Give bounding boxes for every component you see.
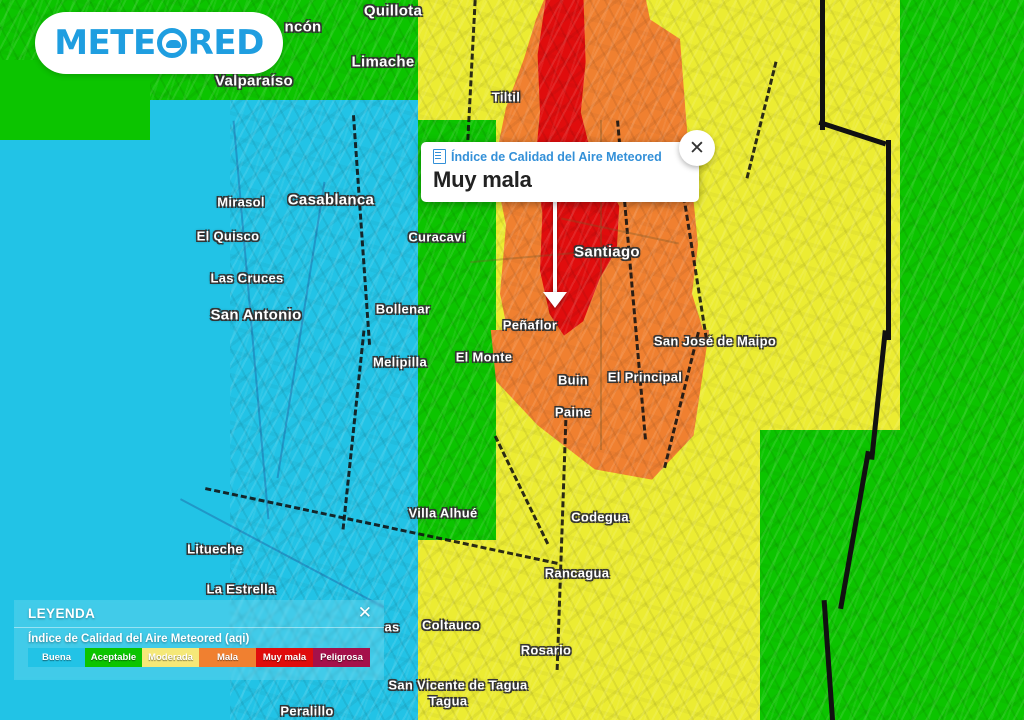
meteored-logo[interactable]: METE RED — [35, 12, 283, 74]
legend-item-buena[interactable]: Buena — [28, 648, 85, 667]
legend-panel: LEYENDA ✕ Índice de Calidad del Aire Met… — [14, 600, 384, 680]
aqi-popup-title: Índice de Calidad del Aire Meteored — [451, 149, 662, 164]
legend-close-button[interactable]: ✕ — [357, 603, 372, 623]
cloud-o-icon — [156, 28, 187, 58]
legend-scale: Buena Aceptable Moderada Mala Muy mala Peligr… — [28, 648, 370, 667]
aqi-popup-title-row: Índice de Calidad del Aire Meteored — [433, 149, 687, 164]
aqi-popup-value: Muy mala — [433, 167, 532, 192]
legend-item-moderada[interactable]: Moderada — [142, 648, 199, 667]
national-border-north — [820, 0, 825, 130]
logo-wordmark: METE RED — [54, 23, 264, 63]
aqi-zone-acceptable-southeast — [760, 430, 1024, 720]
popup-close-button[interactable]: ✕ — [679, 130, 715, 166]
location-arrow-marker — [553, 188, 557, 298]
legend-item-peligrosa[interactable]: Peligrosa — [313, 648, 370, 667]
legend-item-muy-mala[interactable]: Muy mala — [256, 648, 313, 667]
logo-text-suffix: RED — [187, 23, 265, 63]
road-norte-sur — [600, 120, 602, 450]
national-border-south — [886, 140, 891, 340]
legend-subtitle: Índice de Calidad del Aire Meteored (aqi… — [28, 633, 250, 645]
aqi-popup: Índice de Calidad del Aire Meteored Muy … — [421, 142, 699, 202]
index-document-icon — [433, 149, 446, 164]
legend-header: LEYENDA ✕ — [14, 600, 384, 628]
legend-item-mala[interactable]: Mala — [199, 648, 256, 667]
legend-item-aceptable[interactable]: Aceptable — [85, 648, 142, 667]
legend-title: LEYENDA — [28, 606, 96, 621]
logo-text-prefix: METE — [54, 23, 156, 63]
